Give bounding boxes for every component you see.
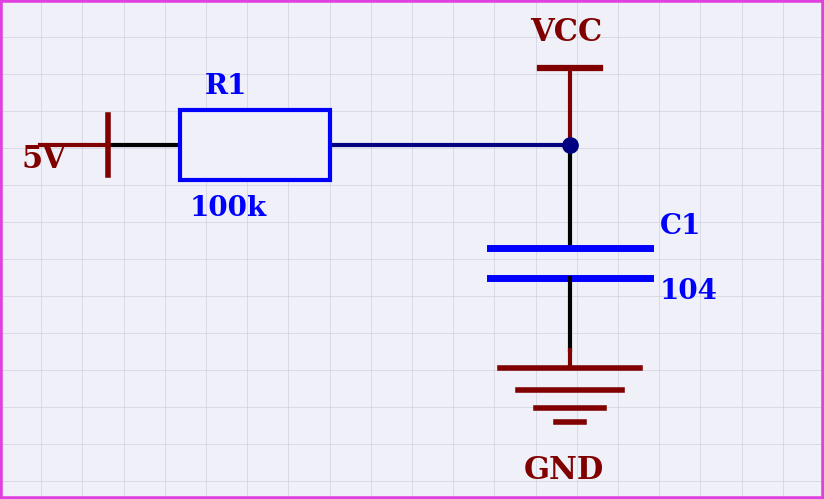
Text: VCC: VCC bbox=[530, 17, 602, 48]
Text: 100k: 100k bbox=[190, 195, 267, 222]
Bar bbox=[180, 110, 330, 180]
Text: R1: R1 bbox=[205, 73, 247, 100]
Text: GND: GND bbox=[524, 455, 604, 486]
Text: C1: C1 bbox=[660, 213, 701, 240]
Text: 104: 104 bbox=[660, 278, 718, 305]
Text: 5V: 5V bbox=[22, 145, 67, 176]
